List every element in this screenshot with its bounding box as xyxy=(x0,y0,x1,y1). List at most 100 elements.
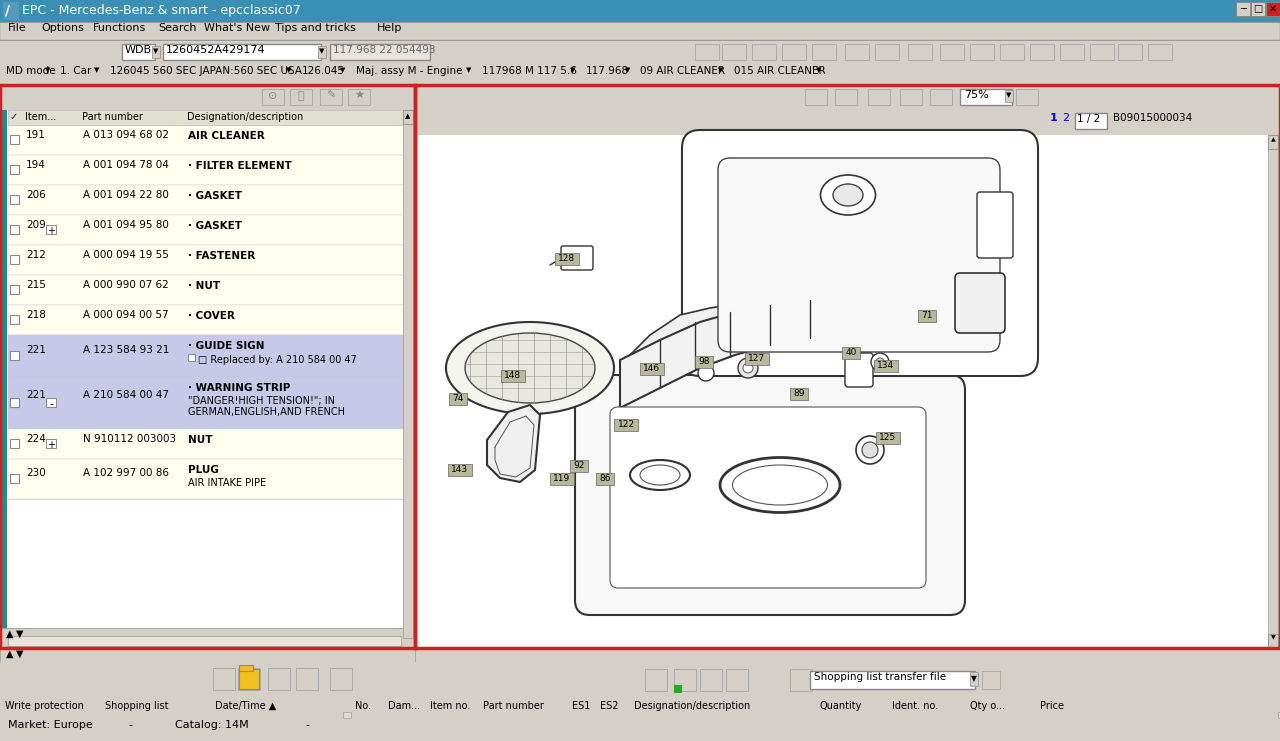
Bar xyxy=(645,669,667,691)
Text: 98: 98 xyxy=(699,357,709,366)
Bar xyxy=(415,85,1280,648)
Bar xyxy=(1277,712,1280,718)
Text: AIR CLEANER: AIR CLEANER xyxy=(188,131,265,141)
Bar xyxy=(317,46,326,58)
Text: 015 AIR CLEANER: 015 AIR CLEANER xyxy=(733,66,826,76)
Text: ★: ★ xyxy=(355,91,364,101)
Text: What's New: What's New xyxy=(204,23,270,33)
Polygon shape xyxy=(620,292,970,408)
FancyBboxPatch shape xyxy=(682,130,1038,376)
Text: 📋: 📋 xyxy=(298,91,305,101)
Text: Tips and tricks: Tips and tricks xyxy=(275,23,356,33)
FancyBboxPatch shape xyxy=(718,158,1000,352)
Text: ✓: ✓ xyxy=(10,112,18,122)
FancyBboxPatch shape xyxy=(845,353,873,387)
Text: 89: 89 xyxy=(794,389,805,398)
Text: ▼: ▼ xyxy=(466,67,471,73)
Text: ✕: ✕ xyxy=(1268,4,1277,14)
Text: A 001 094 22 80: A 001 094 22 80 xyxy=(83,190,169,201)
Text: 126045 560 SEC JAPAN:560 SEC USA: 126045 560 SEC JAPAN:560 SEC USA xyxy=(110,66,302,76)
Bar xyxy=(163,44,321,60)
Text: ES2: ES2 xyxy=(600,701,618,711)
FancyBboxPatch shape xyxy=(977,192,1012,258)
Bar xyxy=(1236,2,1251,16)
Bar xyxy=(726,669,748,691)
Text: Market: Europe: Market: Europe xyxy=(8,720,92,730)
Text: ▼: ▼ xyxy=(285,67,291,73)
Bar xyxy=(296,668,317,690)
Bar xyxy=(10,398,19,407)
Bar xyxy=(675,685,682,693)
Bar xyxy=(10,165,19,174)
Text: ─: ─ xyxy=(1240,4,1245,14)
Bar xyxy=(812,44,836,60)
Text: ▲: ▲ xyxy=(406,113,411,119)
Bar xyxy=(1148,44,1172,60)
Bar xyxy=(8,110,411,125)
Bar xyxy=(810,671,975,689)
Bar xyxy=(0,65,1280,85)
Bar xyxy=(782,44,806,60)
Bar xyxy=(614,419,637,431)
Text: 125: 125 xyxy=(879,433,896,442)
Bar xyxy=(556,253,579,265)
Text: ▼: ▼ xyxy=(319,48,324,54)
Text: A 102 997 00 86: A 102 997 00 86 xyxy=(83,468,169,478)
Bar xyxy=(122,44,155,60)
Text: □ Replaced by: A 210 584 00 47: □ Replaced by: A 210 584 00 47 xyxy=(198,355,357,365)
Bar xyxy=(550,473,573,485)
Circle shape xyxy=(870,353,890,371)
Text: ▼: ▼ xyxy=(93,67,99,73)
Bar xyxy=(10,474,19,483)
Text: A 210 584 00 47: A 210 584 00 47 xyxy=(83,391,169,400)
Text: 218: 218 xyxy=(26,310,46,321)
Bar xyxy=(900,89,922,105)
Polygon shape xyxy=(486,405,540,482)
Text: Catalog: 14M: Catalog: 14M xyxy=(175,720,248,730)
Text: 1: 1 xyxy=(1050,113,1057,123)
Text: 215: 215 xyxy=(26,281,46,290)
Bar xyxy=(348,89,370,105)
Text: ▲: ▲ xyxy=(6,649,14,659)
Bar xyxy=(1251,2,1265,16)
Text: 2: 2 xyxy=(1062,113,1069,123)
Text: Qty o...: Qty o... xyxy=(970,701,1005,711)
Text: File: File xyxy=(8,23,27,33)
Bar xyxy=(596,473,614,485)
Bar xyxy=(1016,89,1038,105)
Bar xyxy=(695,356,713,368)
Ellipse shape xyxy=(820,175,876,215)
Text: A 000 990 07 62: A 000 990 07 62 xyxy=(83,281,169,290)
Text: ▼: ▼ xyxy=(154,48,159,54)
Text: Maj. assy M - Engine: Maj. assy M - Engine xyxy=(356,66,462,76)
Text: A 000 094 19 55: A 000 094 19 55 xyxy=(83,250,169,261)
Text: Search: Search xyxy=(157,23,197,33)
Circle shape xyxy=(739,358,758,378)
Bar xyxy=(805,89,827,105)
Bar xyxy=(1268,135,1277,648)
Bar xyxy=(0,40,1280,65)
Bar xyxy=(0,718,1280,741)
Bar xyxy=(8,459,411,499)
Bar xyxy=(931,89,952,105)
Text: 1 / 2: 1 / 2 xyxy=(1076,114,1101,124)
Bar xyxy=(0,110,6,638)
Text: ▼: ▼ xyxy=(1271,635,1275,640)
Text: B09015000034: B09015000034 xyxy=(1114,113,1192,123)
Text: · WARNING STRIP: · WARNING STRIP xyxy=(188,383,291,393)
Ellipse shape xyxy=(465,333,595,403)
Text: ⊙: ⊙ xyxy=(269,91,278,101)
Text: · COVER: · COVER xyxy=(188,311,234,321)
Bar xyxy=(908,44,932,60)
Text: · FILTER ELEMENT: · FILTER ELEMENT xyxy=(188,161,292,171)
Text: 146: 146 xyxy=(644,364,660,373)
Circle shape xyxy=(876,358,884,366)
Bar xyxy=(675,669,696,691)
Text: A 000 094 00 57: A 000 094 00 57 xyxy=(83,310,169,321)
Text: · GASKET: · GASKET xyxy=(188,191,242,201)
Bar xyxy=(700,669,722,691)
Text: 119: 119 xyxy=(553,474,571,483)
Bar xyxy=(835,89,858,105)
Text: 230: 230 xyxy=(26,468,46,478)
Text: ▼: ▼ xyxy=(15,649,23,659)
